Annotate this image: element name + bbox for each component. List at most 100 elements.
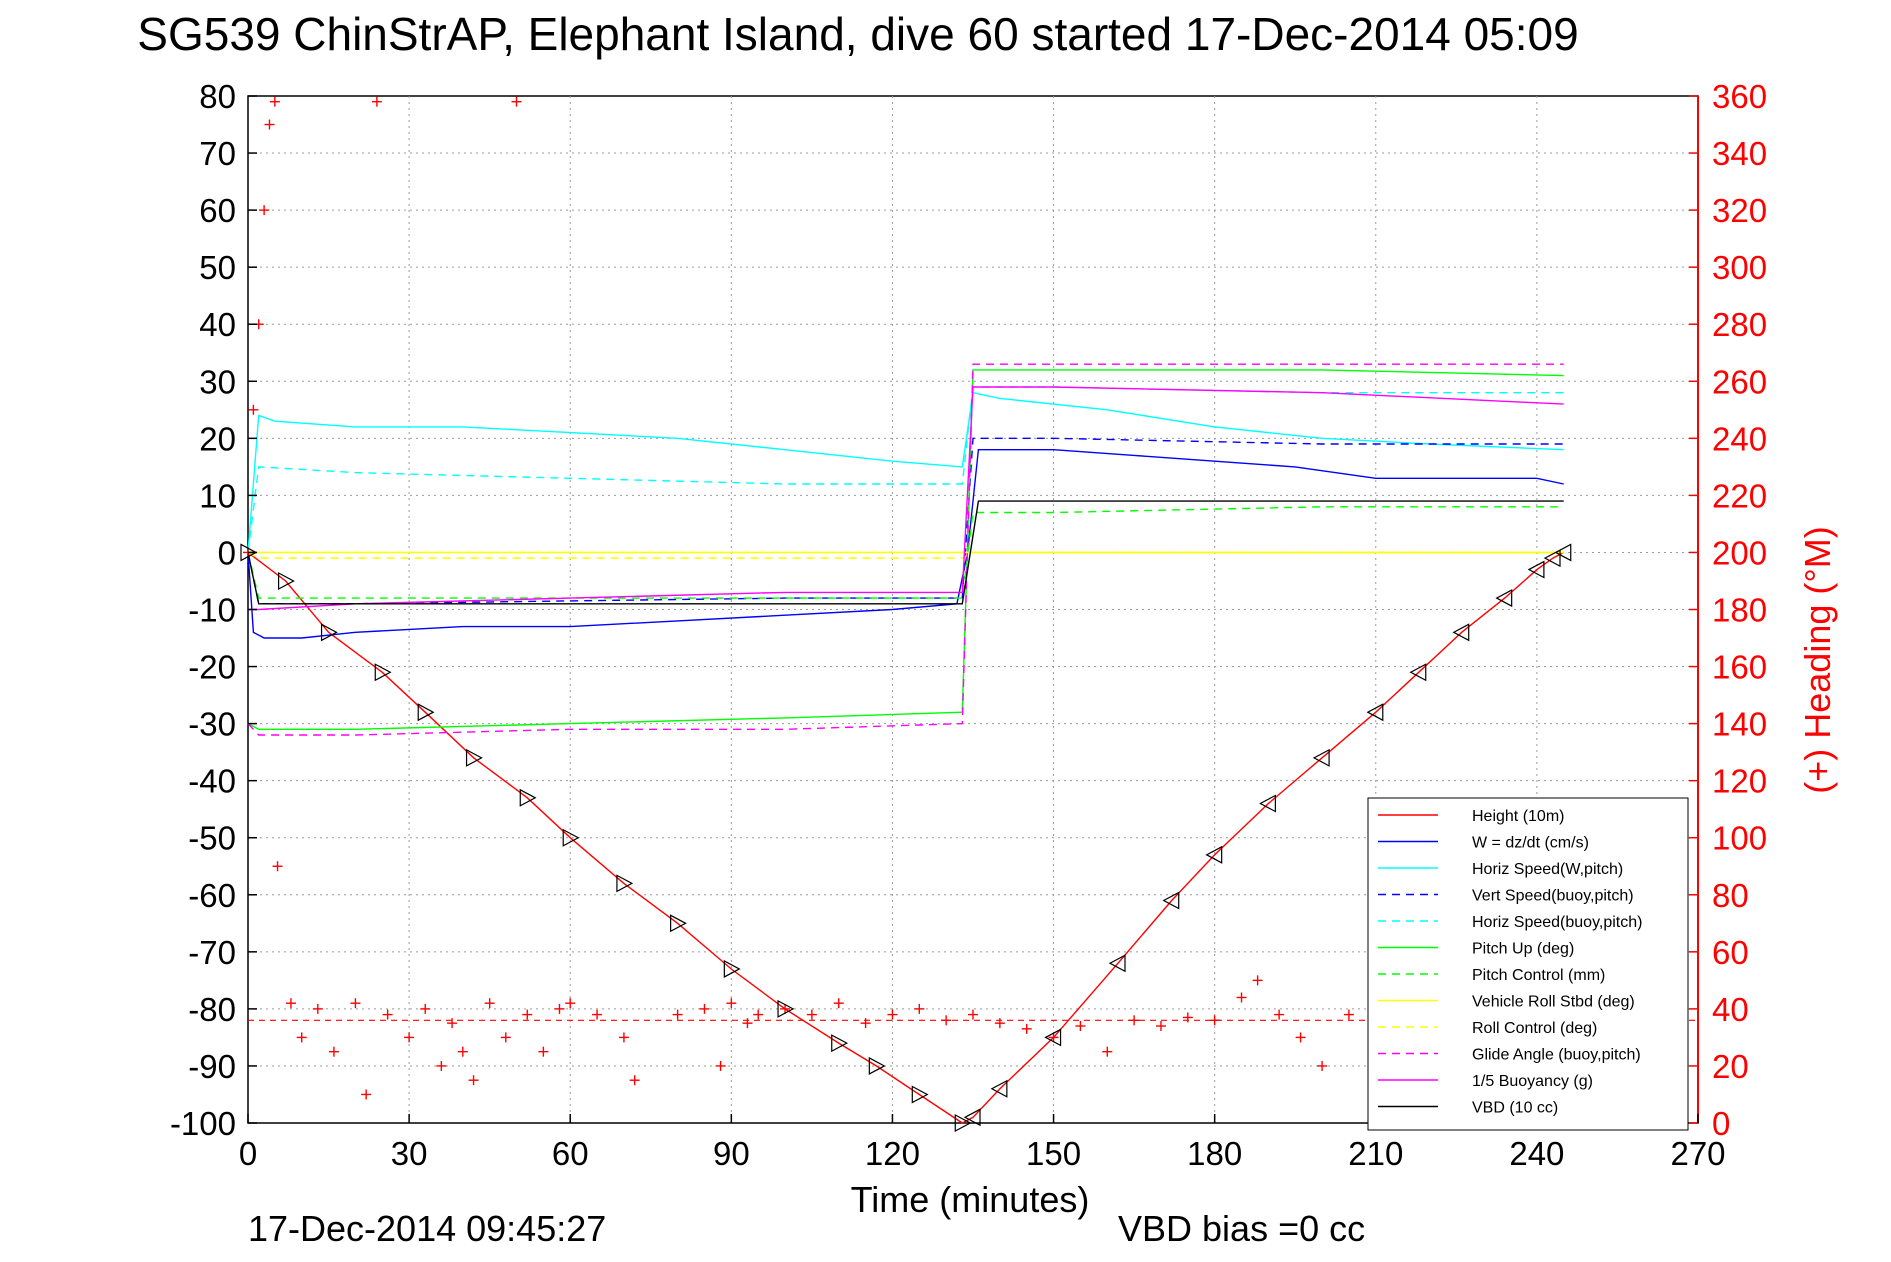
heading-marker (259, 205, 270, 216)
heading-marker (350, 998, 361, 1009)
y2-tick-label: 300 (1712, 249, 1767, 286)
height-marker (320, 623, 338, 642)
heading-marker (436, 1060, 447, 1071)
legend: Height (10m) W = dz/dt (cm/s) Horiz Speed(… (1367, 797, 1689, 1131)
heading-marker (554, 1003, 565, 1014)
heading-marker (1295, 1032, 1306, 1043)
series-layer (247, 363, 1565, 1124)
heading-marker (248, 404, 259, 415)
legend-label-4: Horiz Speed(buoy,pitch) (1472, 914, 1642, 931)
heading-marker (860, 1018, 871, 1029)
y-tick-label: 70 (199, 135, 236, 172)
heading-marker (1343, 1009, 1354, 1020)
legend-label-7: Vehicle Roll Stbd (deg) (1472, 994, 1635, 1011)
heading-marker (1236, 992, 1247, 1003)
y2-tick-label: 320 (1712, 192, 1767, 229)
height-marker (465, 748, 483, 767)
height-marker (911, 1085, 929, 1104)
heading-marker (1252, 975, 1263, 986)
y2-tick-label: 40 (1712, 991, 1749, 1028)
y2-tick-label: 280 (1712, 306, 1767, 343)
heading-marker (699, 1003, 710, 1014)
heading-marker (404, 1032, 415, 1043)
height-marker (562, 828, 580, 847)
height-marker (1259, 794, 1276, 813)
heading-marker (592, 1009, 603, 1020)
heading-marker (1021, 1023, 1032, 1034)
y2-tick-label: 80 (1712, 877, 1749, 914)
height-marker (1409, 663, 1427, 682)
heading-marker (672, 1009, 683, 1020)
y-tick-label: -70 (188, 934, 236, 971)
heading-marker (500, 1032, 511, 1043)
y-tick-label: 30 (199, 363, 236, 400)
heading-marker (1155, 1021, 1166, 1032)
y2-tick-label: 0 (1712, 1105, 1730, 1142)
heading-marker (371, 96, 382, 107)
y-tick-label: -90 (188, 1048, 236, 1085)
heading-marker (1075, 1021, 1086, 1032)
x-tick-label: 150 (1026, 1135, 1081, 1172)
footer-timestamp: 17-Dec-2014 09:45:27 (248, 1208, 606, 1249)
y2-tick-label: 140 (1712, 706, 1767, 743)
heading-marker (994, 1018, 1005, 1029)
y-tick-label: -40 (188, 763, 236, 800)
y-tick-label: -80 (188, 991, 236, 1028)
x-tick-label: 30 (391, 1135, 428, 1172)
footer-vbd-bias: VBD bias =0 cc (1118, 1208, 1365, 1249)
height-marker (777, 999, 795, 1018)
heading-marker (312, 1003, 323, 1014)
y2-tick-label: 240 (1712, 420, 1767, 457)
chart-title: SG539 ChinStrAP, Elephant Island, dive 6… (137, 8, 1578, 60)
y2-tick-label: 20 (1712, 1048, 1749, 1085)
x-tick-label: 120 (865, 1135, 920, 1172)
y-tick-label: 60 (199, 192, 236, 229)
y-tick-label: -30 (188, 706, 236, 743)
heading-marker (269, 96, 280, 107)
legend-items: Height (10m) W = dz/dt (cm/s) Horiz Speed(… (1378, 808, 1642, 1117)
heading-marker (361, 1089, 372, 1100)
height-marker (963, 1108, 981, 1127)
y2-tick-label: 160 (1712, 649, 1767, 686)
y-tick-label: -60 (188, 877, 236, 914)
height-marker (1554, 543, 1572, 562)
heading-marker (296, 1032, 307, 1043)
legend-box (1367, 797, 1689, 1131)
y2-tick-label: 120 (1712, 763, 1767, 800)
heading-marker (565, 998, 576, 1009)
heading-marker (726, 998, 737, 1009)
y-tick-label: 40 (199, 306, 236, 343)
heading-marker (629, 1075, 640, 1086)
height-marker (868, 1056, 886, 1075)
y-tick-label: 80 (199, 78, 236, 115)
heading-marker (806, 1009, 817, 1020)
y-tick-label: -10 (188, 592, 236, 629)
y-tick-label: -20 (188, 649, 236, 686)
y2-tick-label: 180 (1712, 592, 1767, 629)
heading-marker (420, 1003, 431, 1014)
x-axis: 0 30 60 90 120 150 180 210 240 270 (239, 1114, 1726, 1172)
height-marker (1044, 1028, 1062, 1047)
heading-marker (715, 1060, 726, 1071)
x-tick-label: 270 (1670, 1135, 1725, 1172)
heading-marker (1182, 1012, 1193, 1023)
x-tick-label: 0 (239, 1135, 257, 1172)
heading-marker (887, 1009, 898, 1020)
y-tick-label: 20 (199, 420, 236, 457)
heading-marker (272, 861, 283, 872)
series-line-8 (247, 551, 1564, 559)
heading-marker (1209, 1015, 1220, 1026)
heading-marker (753, 1009, 764, 1020)
y-tick-label: -100 (170, 1105, 236, 1142)
y2-tick-label: 260 (1712, 363, 1767, 400)
legend-label-6: Pitch Control (mm) (1472, 967, 1605, 984)
legend-label-9: Glide Angle (buoy,pitch) (1472, 1047, 1641, 1064)
heading-marker (511, 96, 522, 107)
heading-marker (742, 1018, 753, 1029)
height-marker (1108, 954, 1126, 973)
heading-marker (522, 1009, 533, 1020)
height-marker (616, 874, 634, 893)
y2-tick-label: 200 (1712, 534, 1767, 571)
legend-label-3: Vert Speed(buoy,pitch) (1472, 888, 1634, 905)
